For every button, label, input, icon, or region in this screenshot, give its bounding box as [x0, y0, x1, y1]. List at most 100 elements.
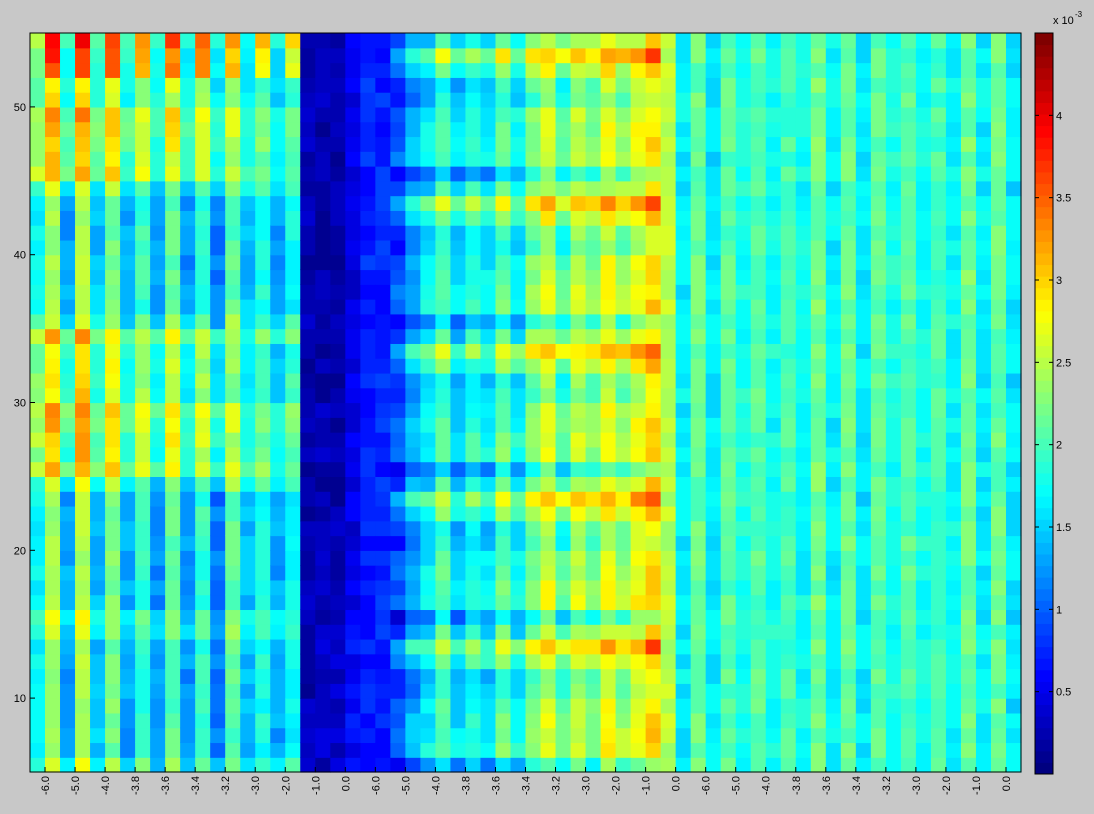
heatmap-cell: [225, 402, 241, 418]
heatmap-cell: [345, 106, 361, 123]
heatmap-cell: [930, 579, 947, 596]
heatmap-cell: [945, 106, 962, 123]
heatmap-cell: [720, 195, 737, 211]
heatmap-cell: [420, 668, 437, 684]
heatmap-cell: [255, 609, 271, 625]
heatmap-cell: [810, 491, 827, 507]
heatmap-cell: [690, 565, 707, 581]
heatmap-cell: [315, 476, 331, 492]
heatmap-cell: [900, 47, 917, 64]
heatmap-cell: [285, 269, 301, 285]
heatmap-cell: [660, 299, 677, 315]
heatmap-cell: [240, 299, 256, 315]
heatmap-cell: [930, 92, 947, 108]
heatmap-cell: [795, 47, 812, 64]
heatmap-cell: [300, 683, 316, 699]
heatmap-cell: [255, 727, 271, 744]
heatmap-cell: [30, 92, 46, 108]
heatmap-cell: [45, 505, 61, 522]
heatmap-cell: [615, 446, 632, 463]
heatmap-cell: [765, 195, 782, 211]
heatmap-cell: [555, 166, 572, 182]
heatmap-cell: [135, 594, 151, 611]
heatmap-cell: [975, 535, 992, 551]
heatmap-cell: [90, 136, 106, 152]
heatmap-cell: [855, 550, 872, 566]
heatmap-cell: [720, 402, 737, 418]
heatmap-cell: [690, 491, 707, 507]
heatmap-cell: [630, 638, 647, 655]
heatmap-cell: [1005, 520, 1022, 537]
heatmap-cell: [450, 638, 467, 655]
heatmap-cell: [945, 668, 962, 684]
heatmap-cell: [345, 328, 361, 344]
heatmap-cell: [315, 668, 331, 684]
heatmap-cell: [300, 166, 316, 182]
heatmap-cell: [195, 712, 211, 729]
heatmap-cell: [285, 284, 301, 300]
heatmap-cell: [870, 757, 887, 773]
heatmap-cell: [390, 505, 406, 522]
heatmap-cell: [1005, 683, 1022, 699]
heatmap-cell: [735, 417, 752, 433]
colorbar-swatch: [1035, 496, 1053, 509]
heatmap-cell: [825, 225, 842, 241]
heatmap-cell: [420, 594, 437, 611]
heatmap-cell: [480, 668, 497, 684]
heatmap-cell: [810, 683, 827, 699]
heatmap-cell: [255, 594, 271, 611]
heatmap-cell: [165, 121, 181, 138]
heatmap-cell: [990, 269, 1007, 285]
heatmap-cell: [165, 195, 181, 211]
heatmap-cell: [855, 106, 872, 123]
heatmap-cell: [915, 550, 932, 566]
heatmap-cell: [660, 683, 677, 699]
heatmap-cell: [285, 225, 301, 241]
heatmap-cell: [240, 121, 256, 138]
heatmap-cell: [255, 136, 271, 152]
heatmap-cell: [525, 712, 542, 729]
colorbar-tick-label: 3: [1056, 275, 1062, 287]
heatmap-cell: [270, 313, 286, 330]
heatmap-cell: [420, 180, 437, 197]
heatmap-cell: [885, 343, 902, 359]
heatmap-cell: [690, 683, 707, 699]
heatmap-cell: [840, 180, 857, 197]
heatmap-cell: [705, 446, 722, 463]
heatmap-cell: [60, 461, 76, 477]
heatmap-cell: [885, 136, 902, 152]
heatmap-cell: [750, 476, 767, 492]
heatmap-cell: [210, 358, 226, 374]
heatmap-cell: [585, 92, 602, 108]
heatmap-cell: [855, 180, 872, 197]
heatmap-cell: [930, 491, 947, 507]
colorbar-swatch: [1035, 611, 1053, 624]
heatmap-cell: [885, 106, 902, 123]
heatmap-cell: [195, 491, 211, 507]
x-tick-label: -4.0: [100, 776, 112, 795]
heatmap-cell: [450, 210, 467, 226]
heatmap-cell: [525, 520, 542, 537]
colorbar-swatch: [1035, 380, 1053, 393]
heatmap-cell: [660, 712, 677, 729]
heatmap-cell: [420, 638, 437, 655]
heatmap-cell: [315, 757, 331, 773]
heatmap-cell: [675, 180, 692, 197]
heatmap-cell: [885, 638, 902, 655]
heatmap-cell: [90, 372, 106, 389]
heatmap-cell: [75, 698, 91, 714]
heatmap-cell: [375, 698, 391, 714]
heatmap-cell: [255, 106, 271, 123]
heatmap-cell: [765, 254, 782, 271]
heatmap-cell: [810, 609, 827, 625]
heatmap-cell: [195, 757, 211, 773]
heatmap-cell: [105, 638, 121, 655]
heatmap-cell: [105, 624, 121, 640]
heatmap-cell: [345, 653, 361, 670]
heatmap-cell: [330, 180, 346, 197]
heatmap-cell: [345, 77, 361, 93]
heatmap-cell: [435, 638, 452, 655]
heatmap-cell: [900, 476, 917, 492]
heatmap-cell: [330, 210, 346, 226]
heatmap-cell: [630, 92, 647, 108]
